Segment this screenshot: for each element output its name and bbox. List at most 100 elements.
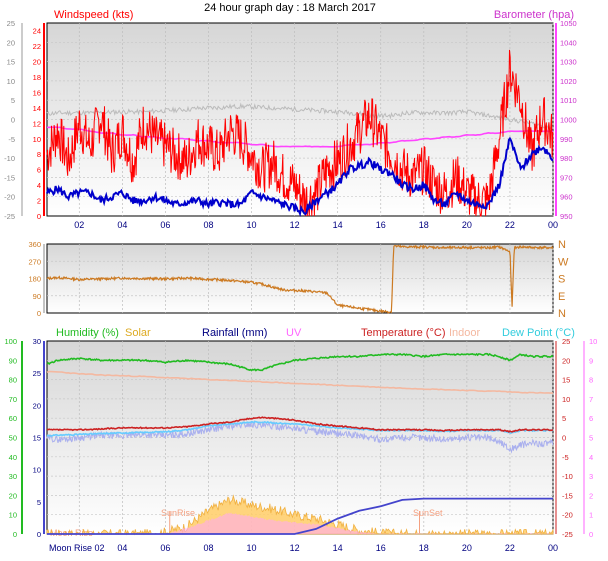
barometer-tick-label: 1030 [560, 58, 577, 67]
x-tick-label-wind: 16 [376, 220, 386, 230]
barometer-tick-label: 1010 [560, 96, 577, 105]
wind-outer-tick-label: -20 [4, 193, 15, 202]
x-tick-label-climate: 20 [462, 543, 472, 553]
temp-tick-label: -15 [562, 491, 573, 500]
series-inside-temp-line [46, 102, 554, 130]
temp-tick-label: -25 [562, 530, 573, 539]
uv-tick-label: 3 [589, 472, 593, 481]
compass-tick-label: E [558, 291, 565, 303]
series-barometer-line [46, 126, 554, 148]
wind-outer-tick-label: -25 [4, 212, 15, 221]
temp-tick-label: 0 [562, 434, 566, 443]
wind-outer-tick-label: -5 [8, 135, 15, 144]
humidity-tick-label: 10 [9, 511, 17, 520]
tick-layer: 02 04040606080810101212141416161818202022… [4, 19, 597, 553]
x-tick-label-climate: 12 [290, 543, 300, 553]
temp-tick-label: 25 [562, 337, 570, 346]
rainfall-label: Rainfall (mm) [202, 327, 267, 339]
uv-tick-label: 7 [589, 395, 593, 404]
series-uv-area [47, 512, 553, 534]
humidity-tick-label: 40 [9, 453, 17, 462]
series-windchill-line [46, 419, 554, 454]
x-tick-label-wind: 12 [290, 220, 300, 230]
direction-tick-label: 360 [28, 240, 41, 249]
x-tick-label-wind: 22 [505, 220, 515, 230]
series-dew-point-line [46, 420, 554, 437]
humidity-tick-label: 20 [9, 491, 17, 500]
x-tick-label-wind: 14 [333, 220, 343, 230]
humidity-tick-label: 30 [9, 472, 17, 481]
wind-outer-tick-label: 0 [11, 116, 15, 125]
series-temperature-line [47, 416, 554, 433]
temperature-label: Temperature (°C) [361, 327, 445, 339]
wind-tick-label: 6 [37, 166, 41, 175]
x-tick-label-climate: 00 [548, 543, 558, 553]
wind-tick-label: 22 [33, 42, 41, 51]
humidity-tick-label: 60 [9, 414, 17, 423]
series-humidity-line [46, 352, 554, 372]
x-tick-label-wind: 00 [548, 220, 558, 230]
x-tick-label-moonrise: Moon Rise 02 [49, 543, 105, 553]
humidity-label: Humidity (%) [56, 327, 119, 339]
series-windspeed-gust-line [46, 49, 554, 217]
series-windspeed-average-line [46, 136, 554, 218]
uv-tick-label: 6 [589, 414, 593, 423]
compass-tick-label: N [558, 239, 566, 251]
mark-layer [46, 49, 554, 536]
temp-tick-label: 10 [562, 395, 570, 404]
sunset-label: SunSet [413, 508, 443, 518]
wind-outer-tick-label: 20 [7, 38, 15, 47]
barometer-tick-label: 990 [560, 135, 573, 144]
x-tick-label-climate: 10 [247, 543, 257, 553]
uv-tick-label: 8 [589, 376, 593, 385]
uv-tick-label: 9 [589, 356, 593, 365]
wind-tick-label: 14 [33, 104, 41, 113]
uv-label: UV [286, 327, 302, 339]
barometer-tick-label: 1050 [560, 19, 577, 28]
humidity-tick-label: 50 [9, 434, 17, 443]
wind-outer-tick-label: -10 [4, 154, 15, 163]
humidity-tick-label: 100 [4, 337, 17, 346]
barometer-tick-label: 950 [560, 212, 573, 221]
sunrise-label: SunRise [161, 508, 195, 518]
x-tick-label-wind: 10 [247, 220, 257, 230]
uv-tick-label: 0 [589, 530, 593, 539]
barometer-tick-label: 970 [560, 173, 573, 182]
x-tick-label-climate: 22 [505, 543, 515, 553]
wind-outer-tick-label: 10 [7, 77, 15, 86]
temp-tick-label: -5 [562, 453, 569, 462]
rain-tick-label: 10 [33, 466, 41, 475]
humidity-tick-label: 90 [9, 356, 17, 365]
x-tick-label-climate: 16 [376, 543, 386, 553]
rain-tick-label: 30 [33, 337, 41, 346]
uv-tick-label: 2 [589, 491, 593, 500]
wind-tick-label: 8 [37, 150, 41, 159]
x-tick-label-climate: 06 [160, 543, 170, 553]
wind-tick-label: 10 [33, 135, 41, 144]
barometer-tick-label: 960 [560, 193, 573, 202]
humidity-tick-label: 70 [9, 395, 17, 404]
wind-tick-label: 18 [33, 73, 41, 82]
rain-tick-label: 25 [33, 369, 41, 378]
temp-tick-label: -20 [562, 511, 573, 520]
wind-outer-tick-label: -15 [4, 173, 15, 182]
temp-tick-label: 15 [562, 376, 570, 385]
x-tick-label-climate: 04 [117, 543, 127, 553]
x-tick-label-climate: 18 [419, 543, 429, 553]
uv-tick-label: 1 [589, 511, 593, 520]
uv-tick-label: 5 [589, 434, 593, 443]
rain-tick-label: 5 [37, 498, 41, 507]
x-tick-label-wind: 06 [160, 220, 170, 230]
indoor-label: Indoor [449, 327, 481, 339]
direction-tick-label: 90 [33, 292, 41, 301]
barometer-tick-label: 980 [560, 154, 573, 163]
x-tick-label-wind: 04 [117, 220, 127, 230]
graph-title: 24 hour graph day : 18 March 2017 [204, 2, 376, 14]
rain-tick-label: 0 [37, 530, 41, 539]
temp-tick-label: -10 [562, 472, 573, 481]
uv-tick-label: 10 [589, 337, 597, 346]
wind-tick-label: 20 [33, 58, 41, 67]
barometer-tick-label: 1000 [560, 116, 577, 125]
x-tick-label-wind: 02 [74, 220, 84, 230]
